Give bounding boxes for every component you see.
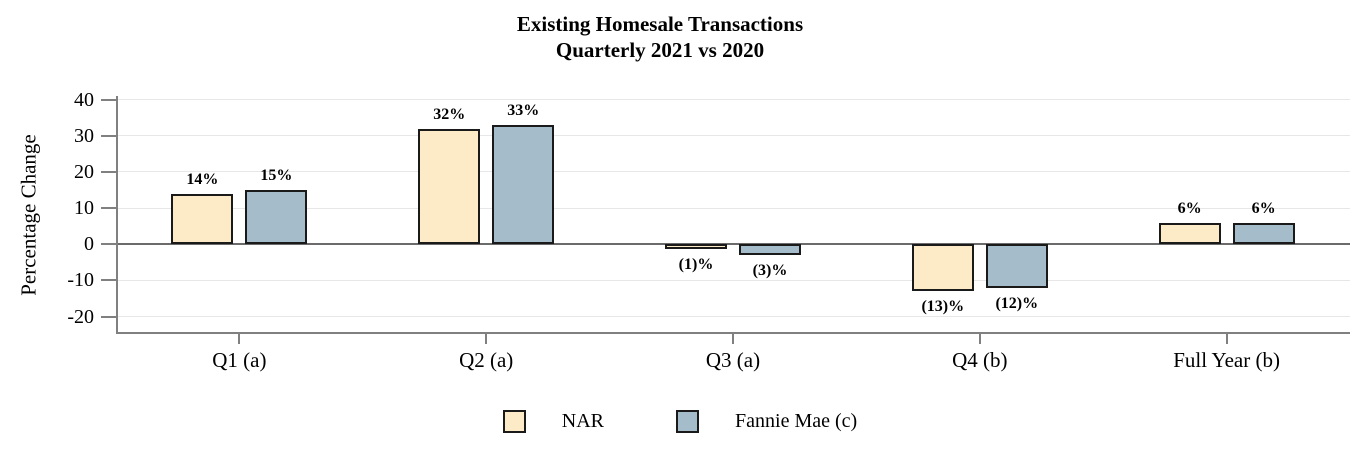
legend-label: Fannie Mae (c) (735, 410, 858, 432)
y-tick-label: -10 (67, 269, 94, 292)
y-tick-label: 40 (74, 88, 94, 111)
value-label: 33% (507, 101, 540, 119)
y-axis-line (116, 96, 118, 334)
bar-fannie-mae-c- (1232, 222, 1295, 245)
x-tick (1225, 334, 1228, 344)
gridline (118, 171, 1350, 173)
gridline (118, 316, 1350, 318)
x-axis-label: Q2 (a) (459, 348, 514, 372)
legend: NAR Fannie Mae (c) (0, 409, 1360, 433)
bar-nar (1158, 222, 1221, 245)
value-label: (13)% (921, 298, 965, 316)
plot-area: 40 30 20 10 0 -10 -20 Q1 (a) 14% 15% Q2 (a) 32% 33% Q… (67, 89, 1350, 372)
chart-title-line2: Quarterly 2021 vs 2020 (555, 38, 765, 62)
zero-line (118, 243, 1350, 246)
y-tick (101, 134, 116, 137)
value-label: 6% (1251, 199, 1276, 217)
bar-nar (418, 128, 481, 245)
gridline (118, 207, 1350, 209)
x-axis-label: Full Year (b) (1173, 348, 1280, 372)
value-label: (1)% (678, 256, 714, 274)
legend-item: NAR (502, 409, 605, 433)
value-label: 15% (260, 167, 293, 185)
x-tick (978, 334, 981, 344)
x-axis-label: Q1 (a) (212, 348, 267, 372)
gridline (118, 135, 1350, 137)
bar-fannie-mae-c- (985, 244, 1048, 288)
y-tick-label: -20 (67, 305, 94, 328)
y-tick-label: 0 (84, 233, 94, 256)
x-tick (238, 334, 241, 344)
value-label: 32% (433, 105, 466, 123)
bar-fannie-mae-c- (245, 190, 308, 245)
gridline (118, 99, 1350, 101)
legend-label: NAR (561, 410, 605, 432)
bar-nar (171, 193, 234, 245)
legend-swatch-icon (502, 409, 526, 433)
y-tick (101, 279, 116, 282)
x-axis-label: Q3 (a) (705, 348, 761, 372)
y-tick (101, 315, 116, 318)
y-tick (101, 98, 116, 101)
chart-title-line1: Existing Homesale Transactions (516, 12, 804, 36)
value-label: (3)% (752, 262, 788, 280)
y-tick (101, 207, 116, 210)
x-axis-line (116, 332, 1350, 334)
value-label: 6% (1177, 199, 1202, 217)
legend-item: Fannie Mae (c) (676, 409, 857, 433)
y-tick-label: 30 (74, 124, 94, 147)
chart-title: Existing Homesale Transactions Quarterly… (0, 11, 1320, 63)
value-label: 14% (186, 170, 219, 188)
value-label: (12)% (995, 294, 1039, 312)
y-tick-label: 10 (74, 197, 94, 220)
x-tick (485, 334, 488, 344)
legend-swatch-icon (676, 409, 700, 433)
y-tick (101, 170, 116, 173)
gridline (118, 279, 1350, 281)
x-tick (732, 334, 734, 344)
bar-nar (665, 244, 727, 250)
x-axis-label: Q4 (b) (952, 348, 1008, 372)
bar-fannie-mae-c- (492, 124, 555, 245)
y-tick-label: 20 (74, 160, 94, 183)
y-tick (101, 243, 116, 246)
y-axis-label: Percentage Change (16, 134, 41, 296)
bar-fannie-mae-c- (739, 244, 801, 256)
bar-nar (911, 244, 974, 292)
